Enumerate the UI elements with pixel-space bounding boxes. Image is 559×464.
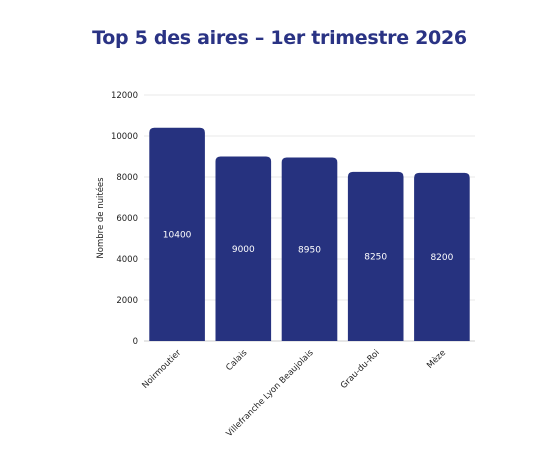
- bar-value-label: 9000: [232, 245, 255, 255]
- bar-villefranche-lyon-beaujolais: [281, 157, 338, 341]
- y-tick-label: 4000: [116, 255, 138, 265]
- x-tick-label: Noirmoutier: [140, 348, 183, 391]
- y-tick-label: 6000: [116, 214, 138, 224]
- bar-value-label: 8200: [430, 253, 453, 263]
- bar-value-labels: 10400 9000 8950 8250 8200: [163, 230, 454, 263]
- x-tick-label: Calais: [224, 348, 250, 374]
- bar-grau-du-roi: [347, 171, 404, 341]
- bars: [149, 127, 470, 341]
- chart-title: Top 5 des aires – 1er trimestre 2026: [92, 27, 467, 49]
- x-tick-label: Mèze: [424, 347, 448, 371]
- y-tick-label: 8000: [116, 173, 138, 183]
- y-tick-label: 10000: [111, 132, 138, 142]
- y-tick-label: 12000: [111, 91, 138, 101]
- y-tick-label: 0: [133, 337, 138, 347]
- bar-value-label: 10400: [163, 230, 192, 240]
- bar-value-label: 8250: [364, 252, 387, 262]
- bar-calais: [215, 156, 272, 341]
- y-tick-label: 2000: [116, 296, 138, 306]
- bar-noirmoutier: [149, 127, 205, 341]
- y-axis-title: Nombre de nuitées: [95, 177, 106, 259]
- bar-m-ze: [414, 172, 470, 341]
- bar-value-label: 8950: [298, 245, 321, 255]
- x-tick-label: Grau-du-Roi: [339, 348, 382, 391]
- y-axis-ticks: 0 2000 4000 6000 8000 10000 12000: [111, 91, 138, 347]
